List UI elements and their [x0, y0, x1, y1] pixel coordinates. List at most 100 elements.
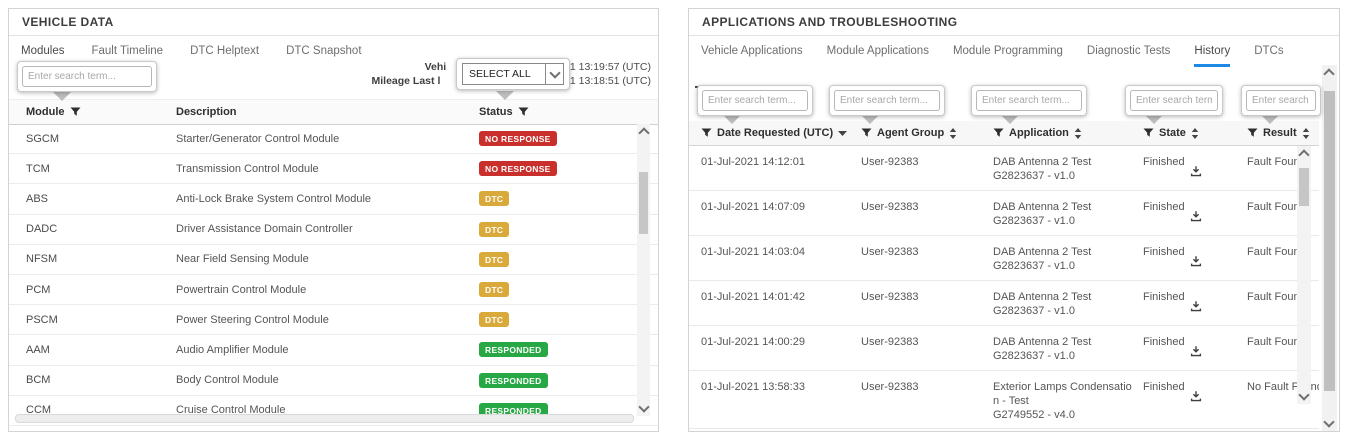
sort-both-icon[interactable] — [949, 127, 957, 139]
filter-icon[interactable] — [70, 107, 81, 117]
tab-dtcs[interactable]: DTCs — [1254, 45, 1284, 57]
application-cell: DAB Antenna 2 Test G2823637 - v1.0 — [993, 291, 1092, 317]
result-search-input[interactable] — [1246, 90, 1316, 111]
tab-diagnostic-tests[interactable]: Diagnostic Tests — [1086, 45, 1171, 57]
tab-dtc-snapshot[interactable]: DTC Snapshot — [286, 45, 362, 57]
table-row[interactable]: PSCM Power Steering Control Module DTC — [9, 305, 658, 336]
column-header-description[interactable]: Description — [176, 106, 237, 118]
status-filter-pointer — [496, 91, 514, 100]
state-cell: Finished — [1143, 146, 1247, 190]
download-icon[interactable] — [1190, 345, 1202, 357]
description-cell: Starter/Generator Control Module — [176, 132, 340, 145]
module-search-input[interactable] — [22, 66, 152, 87]
date-search-input[interactable] — [702, 90, 808, 111]
download-icon[interactable] — [1190, 255, 1202, 267]
table-row[interactable]: 01-Jul-2021 14:07:09 User-92383 DAB Ante… — [689, 191, 1319, 236]
module-cell: SGCM — [26, 132, 59, 145]
description-cell: Powertrain Control Module — [176, 283, 307, 296]
application-cell: DAB Antenna 2 Test G2823637 - v1.0 — [993, 336, 1092, 362]
table-row[interactable]: SGCM Starter/Generator Control Module NO… — [9, 124, 658, 155]
scroll-down-icon[interactable] — [1323, 416, 1335, 428]
tab-fault-timeline[interactable]: Fault Timeline — [91, 45, 164, 57]
table-row[interactable]: PCM Powertrain Control Module DTC — [9, 275, 658, 306]
agent-search-input[interactable] — [834, 90, 940, 111]
application-filter-pointer — [1001, 115, 1019, 124]
result-filter-pointer — [1261, 115, 1279, 124]
column-header-application[interactable]: Application — [993, 127, 1143, 139]
state-search-input[interactable] — [1130, 90, 1218, 111]
scroll-up-icon[interactable] — [1323, 68, 1335, 80]
sort-both-icon[interactable] — [1191, 127, 1199, 139]
table-row[interactable]: BCM Body Control Module RESPONDED — [9, 366, 658, 396]
scroll-up-icon[interactable] — [1298, 149, 1310, 161]
application-search-input[interactable] — [976, 90, 1082, 111]
column-header-status[interactable]: Status — [479, 106, 658, 118]
vehicle-meta: Vehi 021 13:19:57 (UTC) Mileage Last l 202… — [372, 60, 652, 88]
scroll-down-icon[interactable] — [1298, 389, 1310, 401]
scrollbar-thumb[interactable] — [1299, 168, 1309, 206]
column-header-state[interactable]: State — [1143, 127, 1247, 139]
filter-icon[interactable] — [993, 128, 1004, 138]
column-header-result[interactable]: Result — [1247, 127, 1331, 139]
module-cell: NFSM — [26, 253, 58, 266]
sort-both-icon[interactable] — [1302, 127, 1310, 139]
date-filter-popup — [697, 85, 813, 116]
column-header-date-requested[interactable]: Date Requested (UTC) — [701, 127, 861, 139]
table-row[interactable]: 01-Jul-2021 14:01:42 User-92383 DAB Ante… — [689, 281, 1319, 326]
tab-dtc-helptext[interactable]: DTC Helptext — [190, 45, 260, 57]
filter-icon[interactable] — [1247, 128, 1258, 138]
tab-history[interactable]: History — [1194, 45, 1231, 67]
description-cell: Body Control Module — [176, 374, 279, 387]
result-cell: Fault Found — [1247, 246, 1306, 258]
filter-icon[interactable] — [861, 128, 872, 138]
modules-vertical-scrollbar[interactable] — [637, 124, 650, 416]
description-cell: Near Field Sensing Module — [176, 253, 309, 266]
sort-both-icon[interactable] — [1074, 127, 1082, 139]
table-row[interactable]: TCM Transmission Control Module NO RESPO… — [9, 154, 658, 185]
module-cell: PCM — [26, 283, 51, 296]
download-icon[interactable] — [1190, 210, 1202, 222]
module-cell: BCM — [26, 374, 51, 387]
result-filter-popup — [1241, 85, 1321, 116]
agent-cell: User-92383 — [861, 336, 919, 348]
modules-horizontal-scrollbar[interactable] — [15, 414, 634, 423]
sort-desc-icon[interactable] — [838, 130, 848, 136]
scrollbar-thumb[interactable] — [1324, 91, 1335, 391]
column-header-module[interactable]: Module — [26, 106, 176, 118]
tab-module-applications[interactable]: Module Applications — [826, 45, 929, 57]
table-row[interactable]: ABS Anti-Lock Brake System Control Modul… — [9, 184, 658, 215]
tab-module-programming[interactable]: Module Programming — [952, 45, 1063, 57]
column-header-agent-group[interactable]: Agent Group — [861, 127, 993, 139]
mileage-updated-line: Mileage Last l 2021 13:18:51 (UTC) — [371, 75, 652, 87]
filter-icon[interactable] — [1143, 128, 1154, 138]
status-badge: RESPONDED — [479, 372, 548, 388]
table-row[interactable]: NFSM Near Field Sensing Module DTC — [9, 245, 658, 275]
module-cell: CCM — [26, 404, 52, 417]
tab-vehicle-applications[interactable]: Vehicle Applications — [701, 45, 803, 57]
state-cell: Finished — [1143, 191, 1247, 235]
filter-icon[interactable] — [518, 107, 529, 117]
table-row[interactable]: 01-Jul-2021 13:58:33 User-92383 Exterior… — [689, 371, 1319, 429]
table-row[interactable]: DADC Driver Assistance Domain Controller… — [9, 215, 658, 245]
download-icon[interactable] — [1190, 165, 1202, 177]
download-icon[interactable] — [1190, 300, 1202, 312]
filter-icon[interactable] — [701, 128, 712, 138]
panel-vertical-scrollbar[interactable] — [1322, 65, 1337, 431]
table-row[interactable]: 01-Jul-2021 14:03:04 User-92383 DAB Ante… — [689, 236, 1319, 281]
scroll-down-icon[interactable] — [638, 401, 650, 413]
history-table-body: 01-Jul-2021 14:12:01 User-92383 DAB Ante… — [689, 146, 1319, 429]
applications-troubleshooting-panel: APPLICATIONS AND TROUBLESHOOTING Vehicle… — [688, 8, 1340, 432]
result-cell: Fault Found — [1247, 156, 1306, 168]
date-cell: 01-Jul-2021 14:03:04 — [701, 246, 805, 258]
status-badge: DTC — [479, 251, 510, 267]
history-vertical-scrollbar[interactable] — [1297, 146, 1311, 404]
status-filter-select[interactable]: SELECT ALL — [462, 63, 564, 85]
date-cell: 01-Jul-2021 13:58:33 — [701, 381, 805, 393]
history-table-header: Date Requested (UTC) Agent Group Applica… — [689, 121, 1319, 146]
table-row[interactable]: AAM Audio Amplifier Module RESPONDED — [9, 335, 658, 366]
table-row[interactable]: 01-Jul-2021 14:12:01 User-92383 DAB Ante… — [689, 146, 1319, 191]
scrollbar-thumb[interactable] — [639, 172, 648, 234]
scroll-up-icon[interactable] — [638, 127, 650, 139]
download-icon[interactable] — [1190, 390, 1202, 402]
table-row[interactable]: 01-Jul-2021 14:00:29 User-92383 DAB Ante… — [689, 326, 1319, 371]
